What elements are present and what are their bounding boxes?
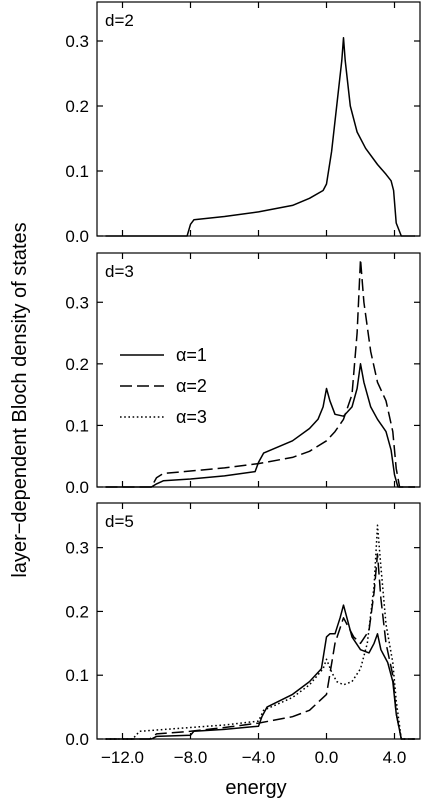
panel-label: d=3 [105, 262, 134, 281]
panel-d2: 0.0 0.1 0.2 0.3 d=2 [65, 1, 421, 246]
y-tick-label: 0.0 [65, 227, 89, 246]
series-line-solid [105, 363, 415, 488]
y-tick-label: 0.2 [65, 602, 89, 621]
series-line-solid [105, 604, 415, 740]
panels: 0.00.10.20.3d=20.00.10.20.3d=30.00.10.20… [65, 1, 421, 767]
series-line-dashed [105, 553, 415, 740]
y-axis-title: layer−dependent Bloch density of states [9, 222, 31, 577]
panel-frame [96, 502, 421, 740]
series-line-solid [105, 37, 415, 237]
panel-label: d=5 [105, 512, 134, 531]
x-axis-title: energy [225, 777, 286, 799]
y-tick-label: 0.1 [65, 162, 89, 181]
y-tick-label: 0.1 [65, 666, 89, 685]
legend-label: α=2 [176, 376, 207, 396]
y-tick-label: 0.2 [65, 355, 89, 374]
x-tick-label: −4.0 [242, 748, 276, 767]
panel-d3: 0.0 0.1 0.2 0.3 d=3 [65, 252, 421, 497]
panel-d5: 0.0 0.1 0.2 0.3 −12.0 −8.0 −4.0 0.0 4.0 d=5 [65, 502, 421, 767]
y-tick-label: 0.1 [65, 416, 89, 435]
y-tick-label: 0.3 [65, 293, 89, 312]
y-tick-label: 0.3 [65, 539, 89, 558]
series-line-dotted [105, 524, 415, 740]
y-tick-label: 0.0 [65, 730, 89, 749]
panel-frame [96, 1, 421, 237]
panel-frame [96, 252, 421, 488]
y-tick-label: 0.2 [65, 97, 89, 116]
legend-label: α=3 [176, 407, 207, 427]
legend-label: α=1 [176, 345, 207, 365]
x-tick-label: 0.0 [315, 748, 339, 767]
series-line-dashed [105, 258, 415, 488]
x-tick-label: −8.0 [174, 748, 208, 767]
panel-label: d=2 [105, 11, 134, 30]
y-tick-label: 0.0 [65, 478, 89, 497]
y-tick-label: 0.3 [65, 32, 89, 51]
x-tick-label: −12.0 [101, 748, 144, 767]
legend: α=1 α=2 α=3 [120, 345, 207, 427]
x-tick-label: 4.0 [383, 748, 407, 767]
